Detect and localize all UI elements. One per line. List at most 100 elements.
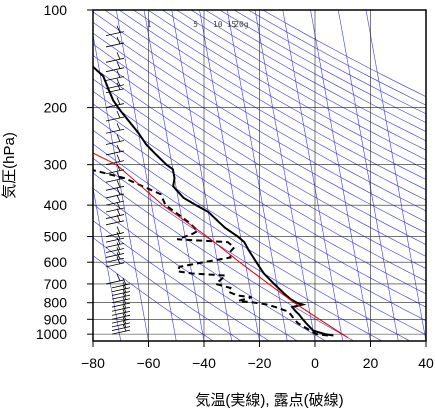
wind-barb	[116, 194, 121, 203]
wind-barb	[116, 52, 121, 60]
wind-barb	[105, 160, 125, 166]
wind-barb	[116, 123, 121, 131]
wind-barb	[111, 326, 131, 331]
isotherm-line	[254, 10, 316, 341]
wind-barb	[116, 226, 121, 234]
wind-barb	[116, 163, 121, 171]
wind-barb	[116, 256, 121, 264]
wind-barb	[122, 296, 127, 305]
wind-barb	[111, 302, 131, 308]
wind-barb	[105, 253, 125, 258]
y-tick-label: 1000	[36, 326, 67, 342]
dry-adiabat-line	[104, 10, 426, 201]
wind-barb	[116, 252, 121, 260]
dry-adiabat-line	[93, 78, 426, 282]
dry-adiabat-line	[176, 10, 426, 151]
dewpoint-line	[93, 169, 329, 337]
dry-adiabat-line	[93, 255, 214, 341]
mixing-ratio-label: 5	[193, 20, 198, 29]
dry-adiabat-line	[219, 10, 426, 123]
wind-barb	[116, 172, 121, 180]
wind-barb	[116, 61, 121, 69]
wind-barb	[116, 273, 121, 282]
wind-barb	[111, 322, 131, 328]
wind-barb	[105, 232, 125, 237]
x-tick-label: −20	[248, 355, 272, 371]
wind-barb	[105, 88, 125, 94]
x-tick-label: 20	[363, 355, 379, 371]
wind-barb	[105, 116, 125, 122]
wind-barb	[105, 279, 125, 285]
wind-barb	[111, 314, 131, 320]
wind-barb	[105, 220, 125, 226]
wind-barb	[111, 298, 131, 304]
isotherm-line	[199, 10, 260, 341]
x-tick-label: 40	[418, 355, 434, 371]
wind-barb	[111, 318, 131, 324]
x-axis-title: 気温(実線), 露点(破線)	[195, 392, 343, 409]
isotherm-line	[171, 10, 233, 341]
y-tick-label: 400	[44, 197, 68, 213]
wind-barb	[105, 193, 125, 199]
wind-barb	[116, 110, 121, 119]
y-tick-label: 300	[44, 157, 68, 173]
dry-adiabat-line	[93, 11, 426, 212]
wind-barb	[116, 237, 121, 245]
wind-barbs-layer	[105, 0, 131, 335]
wind-barb	[105, 140, 125, 145]
dry-adiabat-line	[93, 237, 242, 341]
wind-barb	[122, 301, 127, 309]
wind-barb	[105, 177, 125, 183]
wind-barb	[105, 169, 125, 175]
y-tick-label: 200	[44, 100, 68, 116]
y-tick-label: 100	[44, 2, 68, 18]
x-tick-label: −40	[192, 355, 216, 371]
wind-barb	[111, 283, 131, 289]
y-tick-label: 600	[44, 254, 68, 270]
wind-barb	[105, 185, 125, 191]
temperature-line	[93, 64, 334, 337]
dry-adiabat-line	[119, 10, 426, 191]
pressure-grid-layer	[93, 10, 426, 341]
dry-adiabat-line	[93, 172, 354, 341]
wind-barb	[111, 329, 131, 335]
wind-barb	[116, 180, 121, 188]
dry-adiabat-line	[205, 10, 426, 132]
wind-barb	[116, 201, 121, 210]
isotherm-line	[282, 10, 344, 341]
mixing-ratio-label: 20g	[234, 20, 249, 29]
x-tick-label: 0	[311, 355, 319, 371]
wind-barb	[117, 0, 120, 7]
mixing-ratio-label: 15	[227, 20, 237, 29]
y-tick-label: 800	[44, 295, 68, 311]
dry-adiabat-line	[133, 10, 426, 180]
wind-barb	[105, 128, 125, 134]
wind-barb	[105, 214, 125, 219]
wind-barb	[116, 97, 121, 105]
wind-barb	[105, 243, 125, 248]
wind-barb	[105, 207, 125, 213]
wind-barb	[105, 57, 125, 63]
dry-adiabat-line	[147, 10, 426, 170]
isotherm-line	[115, 10, 177, 341]
wind-barb	[105, 262, 125, 268]
dry-adiabat-line	[93, 66, 426, 269]
sounding-series-layer	[93, 64, 348, 339]
wind-barb	[105, 237, 125, 243]
y-axis-title: 気圧(hPa)	[1, 132, 18, 199]
wind-barb	[116, 144, 121, 153]
isotherm-line	[365, 10, 426, 341]
wind-barb	[111, 306, 131, 312]
wind-barb	[111, 287, 131, 293]
wind-barb	[116, 247, 121, 255]
y-tick-label: 900	[44, 311, 68, 327]
dry-adiabat-line	[248, 10, 426, 106]
wind-barb	[105, 84, 125, 90]
wind-barb	[116, 36, 121, 45]
dry-adiabat-line	[93, 220, 270, 341]
parcel-line	[93, 152, 348, 339]
wind-barb	[105, 248, 125, 253]
